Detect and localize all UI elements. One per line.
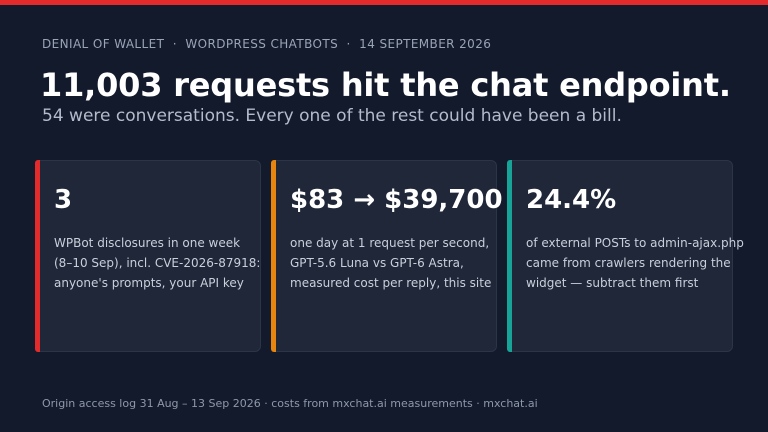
stat-card-cost: $83 → $39,700 one day at 1 request per s…: [271, 160, 503, 352]
card-accent-bar: [35, 160, 40, 352]
card-stat: 24.4%: [526, 185, 617, 215]
kicker: DENIAL OF WALLET · WORDPRESS CHATBOTS · …: [42, 37, 492, 51]
card-description-line: GPT-5.6 Luna vs GPT-6 Astra,: [290, 256, 464, 270]
stat-card-crawlers: 24.4% of external POSTs to admin-ajax.ph…: [507, 160, 744, 352]
card-description-line: (8–10 Sep), incl. CVE-2026-87918:: [54, 256, 261, 270]
footer-source-note: Origin access log 31 Aug – 13 Sep 2026 ·…: [42, 397, 538, 410]
card-description: one day at 1 request per second, GPT-5.6…: [290, 233, 494, 293]
card-description: WPBot disclosures in one week (8–10 Sep)…: [54, 233, 261, 293]
headline: 11,003 requests hit the chat endpoint.: [40, 66, 731, 104]
card-description-line: measured cost per reply, this site: [290, 276, 492, 290]
card-description-line: of external POSTs to admin-ajax.php: [526, 236, 744, 250]
card-description: of external POSTs to admin-ajax.php came…: [526, 233, 744, 293]
card-description-line: widget — subtract them first: [526, 276, 699, 290]
card-stat: $83 → $39,700: [290, 185, 503, 215]
card-stat: 3: [54, 185, 73, 215]
card-description-line: anyone's prompts, your API key: [54, 276, 244, 290]
card-description-line: came from crawlers rendering the: [526, 256, 731, 270]
subhead: 54 were conversations. Every one of the …: [42, 106, 622, 126]
top-accent-bar: [0, 0, 768, 5]
stat-card-disclosures: 3 WPBot disclosures in one week (8–10 Se…: [35, 160, 261, 352]
card-accent-bar: [507, 160, 512, 352]
card-description-line: WPBot disclosures in one week: [54, 236, 241, 250]
card-accent-bar: [271, 160, 276, 352]
card-description-line: one day at 1 request per second,: [290, 236, 490, 250]
